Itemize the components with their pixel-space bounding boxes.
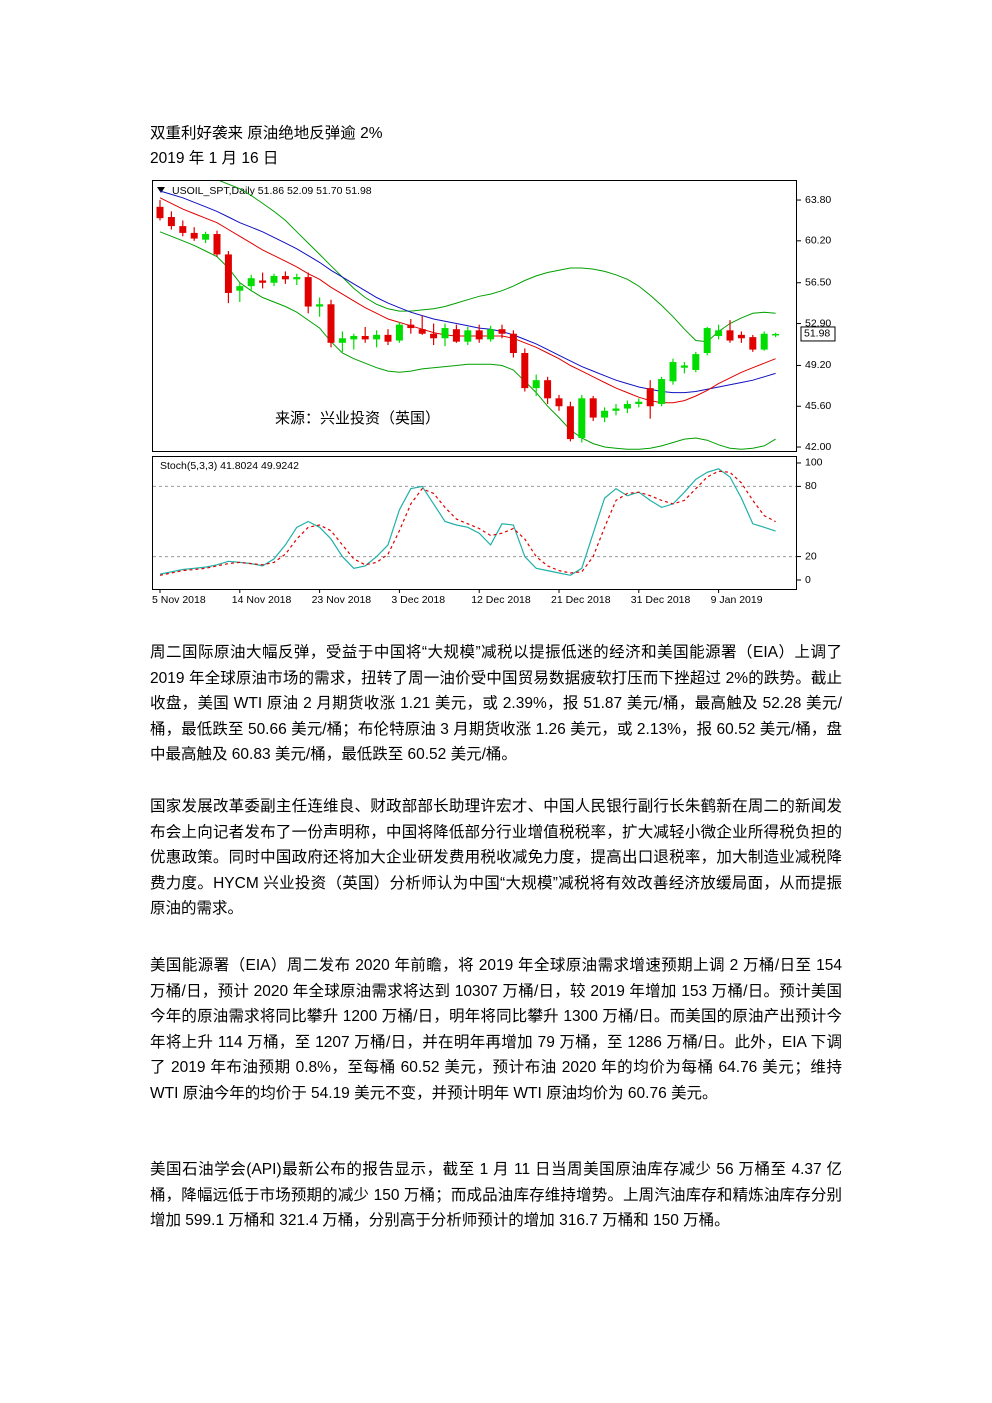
candle-body	[304, 277, 312, 307]
y-tick-label: 0	[805, 574, 811, 586]
candle-body	[156, 206, 164, 219]
x-tick-label: 14 Nov 2018	[232, 594, 292, 606]
candle-body	[772, 333, 780, 336]
candle-body	[555, 398, 563, 407]
candle-body	[669, 362, 677, 382]
candle-body	[316, 304, 324, 307]
candle-body	[281, 275, 289, 280]
candle-body	[487, 329, 495, 340]
candle-body	[646, 388, 654, 407]
candle-body	[566, 406, 574, 440]
x-tick-label: 12 Dec 2018	[471, 594, 531, 606]
candle-body	[498, 329, 506, 334]
candle-body	[270, 275, 278, 283]
y-tick-label: 60.20	[805, 235, 831, 247]
candle-body	[692, 354, 700, 370]
candle-body	[452, 329, 460, 342]
y-tick-label: 45.60	[805, 400, 831, 412]
annotation: 来源：兴业投资（英国）	[275, 409, 440, 427]
y-tick-label: 42.00	[805, 441, 831, 453]
candle-body	[715, 330, 723, 336]
candle-body	[350, 335, 358, 340]
x-tick-label: 5 Nov 2018	[152, 594, 206, 606]
candle-body	[749, 337, 757, 350]
y-tick-label: 52.90	[805, 317, 831, 329]
candle-body	[703, 328, 711, 353]
candle-body	[680, 365, 688, 368]
candle-body	[224, 254, 232, 293]
candle-body	[373, 334, 381, 340]
candle-body	[384, 334, 392, 342]
y-tick-label: 80	[805, 480, 817, 492]
paragraph: 周二国际原油大幅反弹，受益于中国将“大规模”减税以提振低迷的经济和美国能源署（E…	[150, 644, 842, 763]
price-box	[800, 326, 836, 342]
candle-body	[213, 234, 221, 255]
candle-body	[635, 401, 643, 404]
paragraph: 美国石油学会(API)最新公布的报告显示，截至 1 月 11 日当周美国原油库存…	[150, 1161, 842, 1229]
dropdown-icon	[157, 187, 165, 193]
candle-body	[544, 380, 552, 399]
x-tick-label: 23 Nov 2018	[312, 594, 372, 606]
candle-body	[395, 324, 403, 341]
candle-body	[521, 352, 529, 389]
stoch-panel	[152, 456, 797, 590]
candle-body	[236, 286, 244, 291]
y-tick-label: 20	[805, 550, 817, 562]
indicator-line	[219, 181, 776, 343]
x-tick-label: 31 Dec 2018	[631, 594, 691, 606]
candle-body	[247, 278, 255, 287]
candle-body	[190, 232, 198, 239]
paragraph: 美国能源署（EIA）周二发布 2020 年前瞻，将 2019 年全球原油需求增速…	[150, 957, 842, 1102]
price-label: 51.98	[804, 328, 830, 340]
y-tick-label: 56.50	[805, 277, 831, 289]
price-panel	[152, 180, 797, 452]
candle-body	[361, 335, 369, 340]
candle-body	[623, 403, 631, 409]
stoch-title: Stoch(5,3,3) 41.8024 49.9242	[160, 460, 299, 472]
price-title: USOIL_SPT,Daily 51.86 52.09 51.70 51.98	[172, 185, 372, 197]
indicator-line	[159, 231, 776, 450]
candle-body	[338, 338, 346, 343]
candle-body	[327, 304, 335, 343]
candle-body	[726, 330, 734, 341]
candle-body	[441, 328, 449, 339]
candle-body	[532, 380, 540, 389]
paragraph: 国家发展改革委副主任连维良、财政部部长助理许宏才、中国人民银行副行长朱鹤新在周二…	[150, 798, 842, 917]
candle-body	[407, 324, 415, 329]
candle-body	[612, 408, 620, 411]
candle-body	[418, 329, 426, 334]
plot-area	[156, 181, 780, 450]
indicator-line	[159, 190, 776, 394]
x-tick-label: 21 Dec 2018	[551, 594, 611, 606]
doc-title: 双重利好袭来 原油绝地反弹逾 2%	[150, 125, 383, 142]
candle-body	[589, 398, 597, 418]
y-tick-label: 49.20	[805, 359, 831, 371]
candle-body	[658, 379, 666, 404]
candle-body	[293, 277, 301, 280]
candle-body	[509, 333, 517, 353]
y-tick-label: 100	[805, 457, 823, 469]
plot-area	[159, 468, 776, 576]
candle-body	[475, 330, 483, 340]
candle-body	[578, 398, 586, 438]
candle-body	[259, 280, 267, 283]
candle-body	[737, 334, 745, 339]
stoch-line	[159, 470, 776, 576]
doc-date: 2019 年 1 月 16 日	[150, 150, 279, 167]
candle-body	[179, 226, 187, 233]
y-tick-label: 63.80	[805, 194, 831, 206]
x-tick-label: 3 Dec 2018	[391, 594, 445, 606]
candle-body	[760, 333, 768, 350]
chart: USOIL_SPT,Daily 51.86 52.09 51.70 51.98 …	[152, 180, 836, 606]
candle-body	[430, 333, 438, 339]
candle-body	[464, 330, 472, 342]
candle-body	[167, 217, 175, 227]
candle-body	[202, 234, 210, 240]
candle-body	[601, 410, 609, 418]
x-tick-label: 9 Jan 2019	[711, 594, 763, 606]
